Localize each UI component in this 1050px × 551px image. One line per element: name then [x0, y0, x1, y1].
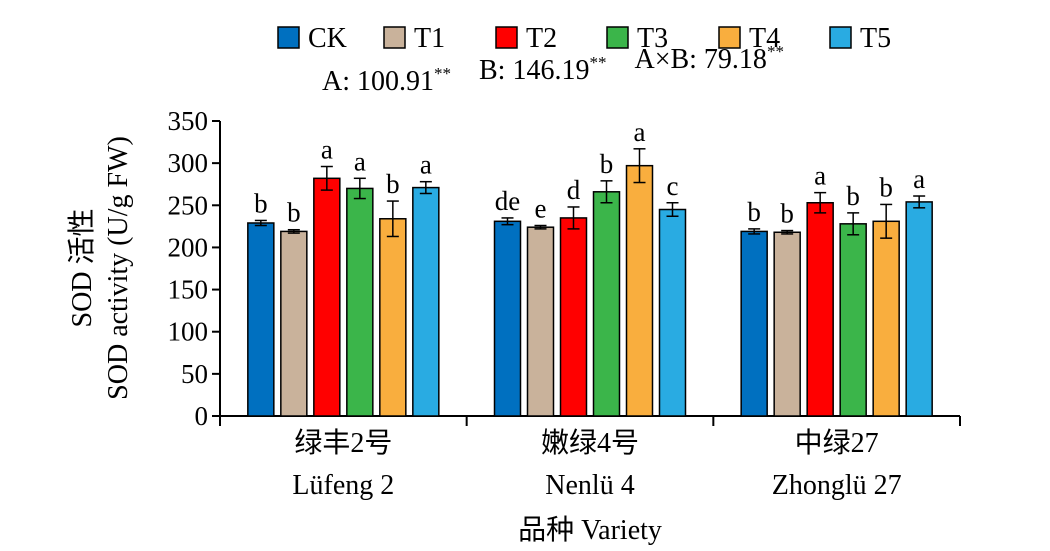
stat-value-0: A: 100.91 — [322, 66, 434, 97]
legend-label-t5: T5 — [860, 23, 891, 54]
y-axis: 0 50 100 150 200 250 300 350 — [168, 106, 221, 431]
bar-t1-1 — [526, 226, 555, 417]
bar-t3-0 — [346, 187, 374, 417]
bar-t5-1 — [658, 208, 687, 417]
bar-t2-1 — [559, 217, 588, 417]
significance-letter: a — [321, 135, 333, 165]
x-axis-label: 品种 Variety — [518, 514, 662, 546]
significance-letter: de — [495, 186, 521, 216]
significance-letter: a — [814, 161, 826, 191]
legend-swatch-t1 — [383, 26, 406, 49]
y-axis-label: SOD 活性 SOD activity (U/g FW) — [66, 136, 134, 400]
bar-t5-2 — [905, 201, 933, 417]
bar-t5-0 — [412, 186, 440, 417]
y-tick-label: 350 — [168, 106, 209, 136]
bar-t2-0 — [313, 177, 341, 417]
bar-t1-2 — [773, 231, 801, 417]
x-category-label-en: Lüfeng 2 — [292, 470, 394, 501]
significance-letter: e — [535, 194, 547, 224]
bar-t2-2 — [806, 202, 834, 417]
stat-significance-0: ** — [434, 64, 451, 83]
significance-letter: a — [634, 117, 646, 147]
y-tick-label: 250 — [168, 190, 209, 220]
y-tick-label: 0 — [195, 401, 209, 431]
significance-letter: c — [667, 171, 679, 201]
significance-letter: b — [287, 198, 301, 228]
significance-letter: d — [567, 175, 581, 205]
legend-label-t2: T2 — [526, 23, 557, 54]
x-category-label-cn: 中绿27 — [795, 427, 879, 459]
anova-stats: A: 100.91** B: 146.19** A×B: 79.18** — [322, 42, 784, 97]
legend-label-t1: T1 — [414, 23, 445, 54]
stat-significance-2: ** — [767, 42, 784, 61]
bar-ck-2 — [740, 230, 768, 417]
significance-letter: b — [780, 199, 794, 229]
legend: CK T1 T2 T3 T4 T5 — [277, 23, 891, 54]
y-axis-label-cn: SOD 活性 — [66, 208, 98, 327]
legend-swatch-ck — [277, 26, 300, 49]
bar-t1-0 — [280, 230, 308, 417]
y-tick-label: 50 — [181, 359, 208, 389]
legend-swatch-t3 — [606, 26, 629, 49]
significance-letter: b — [600, 149, 614, 179]
y-axis-label-en: SOD activity (U/g FW) — [103, 136, 134, 400]
bar-t4-1 — [625, 164, 654, 417]
bar-t3-2 — [839, 223, 867, 417]
significance-letter: a — [420, 150, 432, 180]
significance-letter: b — [846, 181, 860, 211]
bar-t3-1 — [592, 191, 621, 417]
legend-swatch-t4 — [718, 26, 741, 49]
y-tick-label: 150 — [168, 275, 209, 305]
stat-significance-1: ** — [589, 53, 606, 72]
x-category-label-cn: 绿丰2号 — [294, 427, 392, 459]
significance-letter: b — [747, 197, 761, 227]
y-tick-label: 200 — [168, 232, 209, 262]
legend-swatch-t5 — [829, 26, 852, 49]
x-axis: 绿丰2号 Lüfeng 2 嫩绿4号 Nenlü 4 中绿27 Zhonglü 27 — [219, 415, 961, 501]
significance-letter: a — [913, 164, 925, 194]
bar-ck-1 — [493, 220, 522, 417]
significance-letter: b — [879, 172, 893, 202]
stat-value-2: A×B: 79.18 — [606, 44, 766, 75]
x-category-label-cn: 嫩绿4号 — [541, 427, 639, 459]
significance-letter: b — [386, 169, 400, 199]
y-tick-label: 100 — [168, 317, 209, 347]
x-category-label-en: Zhonglü 27 — [772, 470, 902, 501]
bar-ck-0 — [247, 222, 275, 417]
legend-label-t3: T3 — [637, 23, 668, 54]
legend-swatch-t2 — [495, 26, 518, 49]
legend-label-ck: CK — [308, 23, 347, 54]
significance-letter: a — [354, 146, 366, 176]
bar-t4-0 — [379, 218, 407, 417]
legend-label-t4: T4 — [749, 23, 780, 54]
significance-letter: b — [254, 188, 268, 218]
stat-value-1: B: 146.19 — [451, 55, 589, 86]
y-tick-label: 300 — [168, 148, 209, 178]
x-category-label-en: Nenlü 4 — [545, 470, 634, 501]
bar-t4-2 — [872, 220, 900, 417]
